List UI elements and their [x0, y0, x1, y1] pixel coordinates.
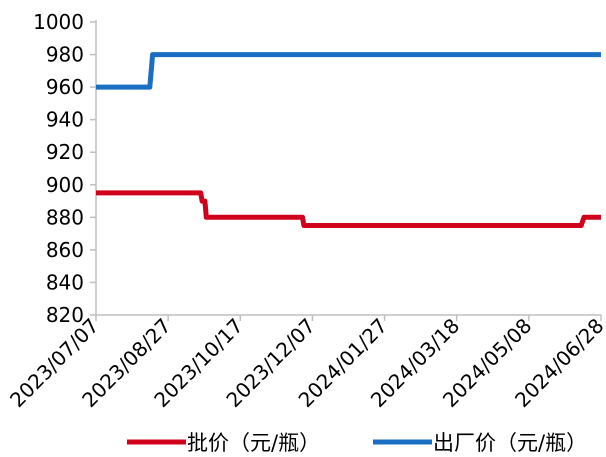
series-layer [96, 52, 601, 228]
legend-label-series-1: 批价（元/瓶） [187, 431, 320, 455]
y-tick-label: 820 [46, 303, 84, 327]
y-tick-label: 900 [46, 173, 84, 197]
series-line-1 [96, 190, 601, 228]
x-ticks: 2023/07/072023/08/272023/10/172023/12/07… [5, 314, 606, 412]
y-ticks: 1000 980 960 940 920 900 880 860 840 820 [33, 10, 96, 327]
y-tick-label: 940 [46, 108, 84, 132]
y-tick-label: 920 [46, 140, 84, 164]
legend: 批价（元/瓶） 出厂价（元/瓶） [127, 431, 587, 455]
y-tick-label: 1000 [33, 10, 84, 34]
series-line-2 [96, 52, 601, 90]
y-tick-label: 880 [46, 205, 84, 229]
y-tick-label: 840 [46, 270, 84, 294]
legend-item-series-2: 出厂价（元/瓶） [373, 431, 587, 455]
legend-item-series-1: 批价（元/瓶） [127, 431, 320, 455]
y-tick-label: 960 [46, 75, 84, 99]
y-tick-label: 860 [46, 238, 84, 262]
y-tick-label: 980 [46, 43, 84, 67]
legend-label-series-2: 出厂价（元/瓶） [433, 431, 587, 455]
axes [95, 20, 601, 316]
